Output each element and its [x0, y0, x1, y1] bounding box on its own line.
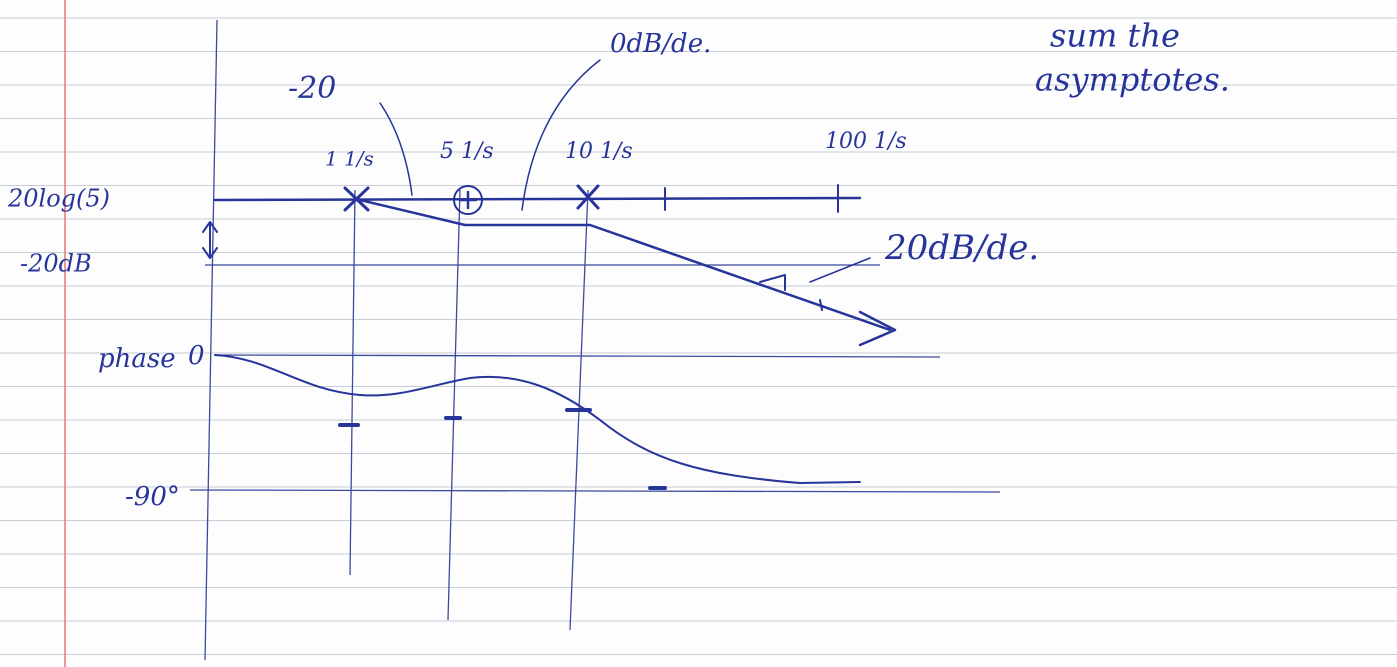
magnitude-label: -20dB — [20, 250, 92, 278]
corner-label: 5 1/s — [440, 139, 494, 164]
note: sum the — [1050, 17, 1180, 55]
paper — [0, 0, 1397, 667]
slope-label: 0dB/de. — [610, 29, 711, 59]
phase-label: phase — [98, 344, 176, 374]
magnitude-label: 20log(5) — [7, 185, 110, 213]
slope-label: -20 — [288, 71, 336, 106]
corner-label: 100 1/s — [825, 129, 907, 154]
corner-label: 1 1/s — [325, 147, 374, 171]
phase-value: 0 — [188, 341, 205, 371]
page: -20 0dB/de. 20dB/de. sum the asymptotes.… — [0, 0, 1397, 667]
note: asymptotes. — [1035, 61, 1230, 99]
notebook-page: -20 0dB/de. 20dB/de. sum the asymptotes.… — [0, 0, 1397, 667]
corner-label: 10 1/s — [565, 139, 633, 164]
phase-value: -90° — [125, 482, 180, 512]
slope-label: 20dB/de. — [884, 228, 1039, 268]
